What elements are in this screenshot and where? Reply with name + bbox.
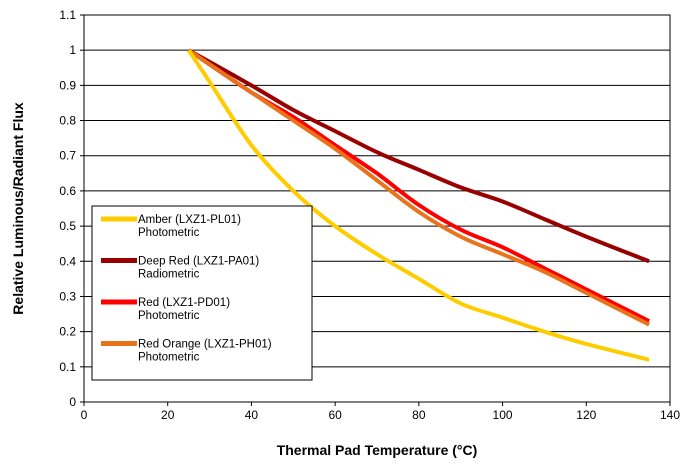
legend-label-line2: Radiometric bbox=[138, 269, 200, 281]
y-tick-label: 1.1 bbox=[59, 8, 76, 22]
x-tick-label: 100 bbox=[493, 408, 513, 422]
legend-label-line2: Photometric bbox=[138, 227, 200, 239]
series-line-1 bbox=[187, 48, 650, 264]
series-line-0 bbox=[186, 49, 650, 362]
series-layer bbox=[186, 48, 651, 362]
legend-label-line2: Photometric bbox=[138, 310, 200, 322]
x-tick-label: 120 bbox=[576, 408, 596, 422]
legend-label: Deep Red (LXZ1-PA01) bbox=[138, 256, 259, 268]
y-tick-label: 0.6 bbox=[59, 184, 76, 198]
y-tick-label: 0.4 bbox=[59, 254, 76, 268]
legend-label: Amber (LXZ1-PL01) bbox=[138, 214, 241, 226]
y-tick-label: 0.7 bbox=[59, 149, 76, 163]
y-tick-label: 0.8 bbox=[59, 114, 76, 128]
x-axis: 0 20 40 60 80 100 120 140 bbox=[81, 402, 680, 422]
y-axis: 0 0.1 0.2 0.3 0.4 0.5 0.6 0.7 0.8 0.9 1 1.1 bbox=[59, 8, 84, 409]
legend-box bbox=[91, 205, 313, 381]
x-tick-label: 80 bbox=[412, 408, 426, 422]
x-axis-title: Thermal Pad Temperature (°C) bbox=[277, 442, 478, 458]
plot-area bbox=[83, 14, 671, 403]
y-tick-label: 0.1 bbox=[59, 360, 76, 374]
y-axis-title: Relative Luminous/Radiant Flux bbox=[10, 102, 26, 315]
x-tick-label: 20 bbox=[161, 408, 175, 422]
y-tick-label: 0 bbox=[69, 395, 76, 409]
x-tick-label: 60 bbox=[328, 408, 342, 422]
x-tick-label: 40 bbox=[245, 408, 259, 422]
series-line-3 bbox=[187, 48, 651, 327]
y-tick-label: 0.9 bbox=[59, 78, 76, 92]
y-tick-label: 0.5 bbox=[59, 219, 76, 233]
legend-label-line2: Photometric bbox=[138, 352, 200, 364]
legend-label: Red (LXZ1-PD01) bbox=[138, 297, 230, 309]
legend-label: Red Orange (LXZ1-PH01) bbox=[138, 339, 272, 351]
x-tick-label: 140 bbox=[660, 408, 680, 422]
y-tick-label: 1 bbox=[69, 43, 76, 57]
y-tick-label: 0.2 bbox=[59, 325, 76, 339]
x-tick-label: 0 bbox=[81, 408, 88, 422]
y-tick-label: 0.3 bbox=[59, 289, 76, 303]
